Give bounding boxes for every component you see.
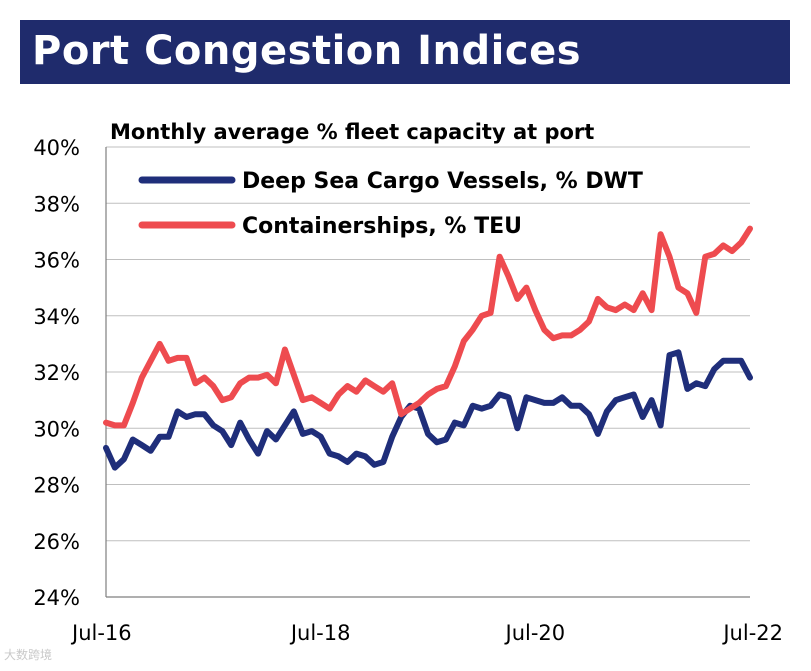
x-tick-label: Jul-18 — [289, 621, 351, 645]
y-tick-label: 30% — [33, 417, 80, 441]
x-tick-label: Jul-22 — [721, 621, 783, 645]
y-tick-label: 24% — [33, 586, 80, 610]
y-tick-label: 38% — [33, 192, 80, 216]
series-line-containerships — [103, 225, 753, 429]
legend-label: Containerships, % TEU — [242, 214, 522, 239]
x-tick-label: Jul-20 — [504, 621, 566, 645]
chart-title: Monthly average % fleet capacity at port — [110, 120, 594, 144]
watermark-text: 大数跨境 — [4, 648, 53, 662]
x-tick-label: Jul-16 — [70, 621, 132, 645]
legend-label: Deep Sea Cargo Vessels, % DWT — [242, 169, 643, 194]
title-banner: Port Congestion Indices — [20, 20, 790, 84]
y-tick-label: 28% — [33, 474, 80, 498]
y-tick-label: 36% — [33, 249, 80, 273]
series-line-deep-sea — [103, 349, 753, 471]
y-tick-label: 26% — [33, 530, 80, 554]
y-tick-label: 40% — [33, 136, 80, 160]
y-tick-label: 34% — [33, 305, 80, 329]
page-title: Port Congestion Indices — [32, 28, 582, 74]
y-tick-label: 32% — [33, 361, 80, 385]
